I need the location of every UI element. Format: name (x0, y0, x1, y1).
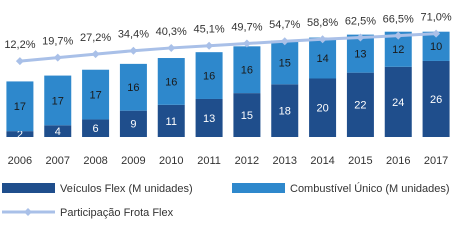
bar-segment (44, 75, 72, 126)
bar-segment (422, 60, 450, 138)
bar-segment (44, 125, 72, 137)
x-tick-label: 2006 (8, 155, 32, 167)
bar-value-label: 6 (93, 123, 99, 135)
legend-swatch (232, 183, 285, 193)
bar-value-label: 17 (52, 95, 64, 107)
line-value-label: 49,7% (231, 21, 262, 33)
bar-segment (82, 69, 110, 120)
line-marker (280, 37, 289, 46)
bar-value-label: 20 (316, 103, 328, 115)
bar-segment (309, 78, 337, 137)
bar-segment (233, 93, 261, 137)
line-marker (15, 57, 24, 66)
line-value-label: 58,8% (307, 17, 338, 29)
bar-segment (82, 119, 110, 137)
bar-segment (119, 110, 147, 137)
line (19, 32, 437, 63)
bar-value-label: 14 (316, 53, 328, 65)
x-tick-label: 2013 (273, 155, 297, 167)
bar-segment (309, 37, 337, 79)
x-tick-label: 2017 (424, 155, 448, 167)
line-marker (394, 31, 403, 40)
bar-value-label: 13 (354, 49, 366, 61)
bar-segment (384, 66, 412, 137)
bar-value-label: 13 (203, 113, 215, 125)
bar-value-label: 26 (430, 94, 442, 106)
line-marker (318, 35, 327, 44)
line-marker (91, 50, 100, 59)
bar-value-label: 4 (55, 126, 61, 138)
legend-label: Combustível Único (M unidades) (290, 182, 450, 195)
line-value-label: 27,2% (80, 32, 111, 44)
legend-label: Participação Frota Flex (60, 207, 174, 219)
x-tick-label: 2015 (348, 155, 372, 167)
line-value-label: 54,7% (269, 19, 300, 31)
legend-swatch (2, 183, 55, 193)
bar-segment (233, 46, 261, 94)
bar-value-label: 16 (203, 70, 215, 82)
line-marker (432, 29, 441, 38)
line-value-label: 34,4% (118, 29, 149, 41)
bar-value-label: 24 (392, 97, 404, 109)
bar-segment (271, 40, 299, 85)
bar-segment (271, 84, 299, 137)
line-marker (356, 33, 365, 42)
x-tick-label: 2011 (197, 155, 221, 167)
x-tick-label: 2008 (83, 155, 107, 167)
bar-value-label: 16 (241, 65, 253, 77)
line-value-label: 12,2% (4, 39, 35, 51)
bar-value-label: 17 (14, 101, 26, 113)
bar-segment (6, 131, 34, 137)
line-marker (129, 46, 138, 55)
bar-value-label: 17 (89, 89, 101, 101)
bar-value-label: 18 (279, 106, 291, 118)
bar-value-label: 16 (127, 82, 139, 94)
chart: 2006 2007 2008 2009 2010 2011 2012 2013 2014 2015… (2, 11, 452, 219)
x-tick-label: 2007 (46, 155, 70, 167)
bar-segment (195, 98, 223, 137)
bar-value-label: 15 (241, 110, 253, 122)
legend-swatch (24, 208, 32, 216)
bar-segment (157, 58, 185, 105)
line-marker (53, 53, 62, 62)
bar-value-label: 10 (430, 41, 442, 53)
legend-label: Veículos Flex (M unidades) (60, 183, 193, 195)
bar-segment (346, 72, 374, 137)
bar-value-label: 11 (166, 116, 177, 128)
bar-segment (195, 52, 223, 99)
bar-segment (157, 104, 185, 137)
x-tick-label: 2010 (159, 155, 183, 167)
line-value-label: 66,5% (383, 14, 414, 26)
line-marker (242, 39, 251, 48)
line-value-label: 45,1% (193, 24, 224, 36)
bar-value-label: 22 (354, 100, 366, 112)
bar-value-label: 9 (130, 119, 136, 131)
bar-segment (6, 81, 34, 132)
x-tick-label: 2012 (235, 155, 259, 167)
x-tick-label: 2009 (121, 155, 145, 167)
line-value-label: 62,5% (345, 15, 376, 27)
bar-value-label: 12 (392, 44, 404, 56)
x-tick-label: 2014 (310, 155, 334, 167)
line-value-label: 19,7% (42, 35, 73, 47)
bar-value-label: 2 (17, 129, 23, 141)
bar-segment (119, 63, 147, 111)
line-value-label: 40,3% (156, 26, 187, 38)
bar-value-label: 15 (279, 57, 291, 69)
bar-value-label: 16 (165, 76, 177, 88)
line-marker (167, 43, 176, 52)
x-tick-label: 2016 (386, 155, 410, 167)
line-marker (205, 41, 214, 50)
line-value-label: 71,0% (420, 11, 451, 23)
